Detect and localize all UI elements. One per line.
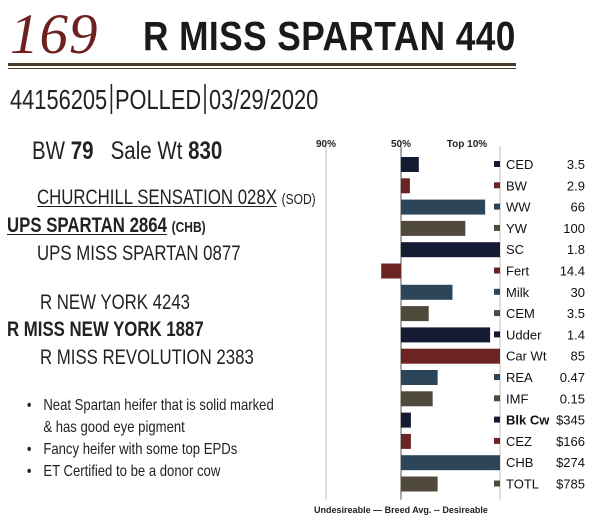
pedigree-dam-sire: R NEW YORK 4243 (40, 291, 191, 314)
sale-wt-value: 830 (188, 137, 223, 165)
epd-trait-label: IMF (506, 391, 528, 406)
note-item: • Neat Spartan heifer that is solid marke… (26, 397, 274, 414)
epd-value-label: 100 (563, 221, 585, 236)
sire-name: UPS SPARTAN 2864 (7, 214, 167, 237)
legend-marker (494, 374, 500, 380)
legend-marker (494, 437, 500, 444)
note-item: • ET Certified to be a donor cow (26, 463, 221, 480)
pedigree-sire-dam: UPS MISS SPARTAN 0877 (37, 242, 241, 265)
epd-trait-label: CEM (506, 306, 535, 321)
epd-bar (401, 476, 438, 492)
epd-bar (401, 284, 453, 300)
epd-bar (401, 348, 500, 364)
id-line: 44156205 POLLED 03/29/2020 (10, 84, 318, 116)
epd-bar (401, 327, 491, 343)
header-rule-thin (8, 68, 516, 69)
epd-chart: 90% 50% Top 10% CED 3.5 BW 2.9 WW 66 YW 100 SC 1.8 Fe… (314, 139, 585, 515)
epd-bar (401, 370, 438, 385)
epd-trait-label: YW (506, 221, 528, 236)
epd-bar (381, 263, 401, 279)
notes-list: • Neat Spartan heifer that is solid marke… (22, 395, 329, 483)
header-rule (8, 63, 516, 66)
epd-trait-label: Udder (506, 327, 542, 342)
epd-trait-label: BW (506, 178, 528, 193)
epd-trait-label: CEZ (506, 434, 532, 449)
separator (110, 84, 112, 114)
epd-bar (401, 178, 410, 194)
epd-bar (401, 391, 433, 407)
epd-value-label: 85 (571, 349, 585, 364)
legend-marker (494, 267, 500, 274)
epd-trait-label: SC (506, 242, 524, 257)
epd-value-label: 0.47 (560, 370, 585, 385)
epd-bar (401, 157, 419, 172)
epd-trait-label: CHB (506, 455, 533, 470)
pedigree-dam-dam: R MISS REVOLUTION 2383 (40, 346, 254, 369)
epd-value-label: $166 (556, 434, 585, 449)
epd-trait-label: TOTL (506, 477, 539, 492)
epd-bar (401, 199, 486, 215)
legend-marker (494, 395, 500, 402)
chart-top-label: 50% (391, 139, 411, 150)
legend-marker (494, 352, 500, 359)
epd-value-label: $785 (556, 477, 585, 492)
epd-trait-label: CED (506, 157, 533, 172)
chart-bottom-label: Undesireable — Breed Avg. -- Desireable (314, 505, 488, 515)
epd-value-label: 66 (571, 200, 585, 215)
epd-value-label: $274 (556, 455, 585, 470)
legend-marker (494, 203, 500, 210)
epd-value-label: 30 (571, 285, 585, 300)
legend-marker (494, 310, 500, 317)
epd-trait-label: REA (506, 370, 533, 385)
legend-marker (494, 288, 500, 295)
epd-bar (401, 242, 500, 258)
epd-trait-label: Milk (506, 285, 530, 300)
bw-value: 79 (70, 137, 94, 165)
legend-marker (494, 416, 500, 423)
epd-trait-label: Blk Cw (506, 413, 550, 428)
legend-marker (494, 331, 500, 338)
epd-bar (401, 433, 411, 449)
pedigree-dam: R MISS NEW YORK 1887 (7, 318, 204, 341)
epd-trait-label: Fert (506, 264, 530, 279)
legend-marker (494, 459, 500, 466)
note-item-continued: & has good eye pigment (43, 419, 185, 436)
epd-bar (401, 455, 500, 471)
pedigree-sire: UPS SPARTAN 2864 (CHB) (7, 214, 206, 240)
epd-value-label: 1.8 (567, 242, 585, 257)
legend-marker (494, 224, 500, 231)
legend-marker (494, 246, 500, 253)
birth-date: 03/29/2020 (208, 84, 319, 115)
weights-line: BW 79 Sale Wt 830 (32, 137, 222, 165)
epd-value-label: 14.4 (560, 264, 585, 279)
legend-marker (494, 182, 500, 189)
epd-value-label: 3.5 (567, 306, 585, 321)
epd-value-label: 1.4 (567, 327, 585, 342)
chart-top-label: Top 10% (447, 139, 487, 150)
polled-status: POLLED (114, 84, 202, 115)
epd-value-label: 3.5 (567, 157, 585, 172)
separator (204, 84, 206, 114)
registration-number: 44156205 (10, 84, 108, 115)
epd-value-label: 0.15 (560, 391, 585, 406)
note-item: • Fancy heifer with some top EPDs (26, 441, 238, 458)
epd-value-label: $345 (556, 413, 585, 428)
legend-marker (494, 480, 500, 487)
chart-top-label: 90% (316, 139, 336, 150)
sire-sire-breed: (SOD) (281, 191, 316, 208)
pedigree-sire-sire: CHURCHILL SENSATION 028X (SOD) (37, 186, 316, 212)
epd-trait-label: Car Wt (506, 349, 547, 364)
animal-name: R MISS SPARTAN 440 (143, 13, 516, 59)
sale-wt-label: Sale Wt (110, 137, 183, 165)
epd-value-label: 2.9 (567, 178, 585, 193)
epd-trait-label: WW (506, 200, 531, 215)
epd-bar (401, 306, 429, 322)
lot-number: 169 (10, 3, 99, 66)
epd-bar (401, 412, 411, 428)
sire-sire-name: CHURCHILL SENSATION 028X (37, 186, 277, 209)
epd-bar (401, 220, 466, 236)
sire-breed: (CHB) (171, 219, 206, 236)
legend-marker (494, 161, 500, 167)
bw-label: BW (32, 137, 66, 165)
